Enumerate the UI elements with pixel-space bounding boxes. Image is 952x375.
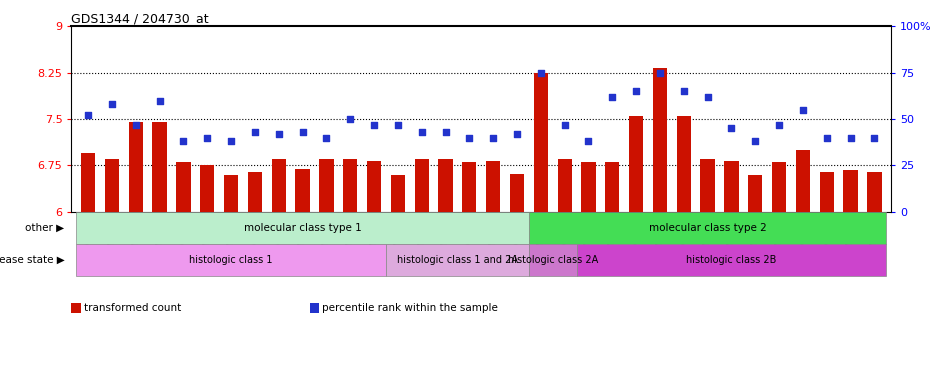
Bar bbox=[486, 161, 500, 212]
Bar bbox=[319, 159, 333, 212]
Point bbox=[247, 129, 262, 135]
Point bbox=[128, 122, 143, 128]
Point bbox=[580, 138, 595, 144]
Point bbox=[556, 122, 571, 128]
Point bbox=[627, 88, 643, 94]
Point bbox=[461, 135, 476, 141]
Bar bbox=[819, 172, 833, 212]
Point bbox=[746, 138, 762, 144]
Bar bbox=[843, 170, 857, 212]
Bar bbox=[386, 244, 528, 276]
Text: histologic class 1 and 2A: histologic class 1 and 2A bbox=[397, 255, 517, 265]
Bar bbox=[414, 159, 428, 212]
Point bbox=[437, 129, 452, 135]
Bar bbox=[605, 162, 619, 212]
Bar bbox=[224, 175, 238, 212]
Bar bbox=[200, 165, 214, 212]
Point bbox=[770, 122, 785, 128]
Bar bbox=[581, 162, 595, 212]
Text: percentile rank within the sample: percentile rank within the sample bbox=[322, 303, 498, 313]
Text: molecular class type 2: molecular class type 2 bbox=[648, 223, 765, 233]
Text: histologic class 1: histologic class 1 bbox=[189, 255, 272, 265]
Bar bbox=[76, 244, 386, 276]
Bar bbox=[367, 161, 381, 212]
Point bbox=[389, 122, 405, 128]
Bar bbox=[533, 73, 547, 212]
Point bbox=[842, 135, 857, 141]
Bar bbox=[866, 172, 881, 212]
Bar bbox=[557, 159, 571, 212]
Bar bbox=[343, 159, 357, 212]
Bar bbox=[652, 68, 666, 212]
Point bbox=[699, 94, 714, 100]
Point bbox=[366, 122, 381, 128]
Bar bbox=[129, 122, 143, 212]
Bar bbox=[528, 244, 576, 276]
Bar bbox=[795, 150, 809, 212]
Bar bbox=[271, 159, 286, 212]
Bar bbox=[628, 116, 643, 212]
Point bbox=[199, 135, 214, 141]
Point bbox=[794, 107, 809, 113]
Point bbox=[80, 112, 95, 118]
Point bbox=[104, 101, 119, 107]
Bar bbox=[509, 174, 524, 212]
Bar bbox=[81, 153, 95, 212]
Point bbox=[413, 129, 428, 135]
Bar bbox=[528, 212, 885, 244]
Bar bbox=[390, 175, 405, 212]
Text: other ▶: other ▶ bbox=[25, 223, 64, 233]
Point bbox=[318, 135, 333, 141]
Bar bbox=[248, 172, 262, 212]
Bar bbox=[700, 159, 714, 212]
Point bbox=[342, 116, 357, 122]
Text: transformed count: transformed count bbox=[84, 303, 181, 313]
Point bbox=[865, 135, 881, 141]
Bar bbox=[152, 122, 167, 212]
Point bbox=[175, 138, 190, 144]
Text: disease state ▶: disease state ▶ bbox=[0, 255, 64, 265]
Bar bbox=[462, 162, 476, 212]
Bar bbox=[724, 161, 738, 212]
Point bbox=[223, 138, 238, 144]
Bar bbox=[771, 162, 785, 212]
Point bbox=[270, 131, 286, 137]
Point bbox=[294, 129, 309, 135]
Text: GDS1344 / 204730_at: GDS1344 / 204730_at bbox=[71, 12, 208, 25]
Point bbox=[604, 94, 619, 100]
Bar bbox=[576, 244, 885, 276]
Bar bbox=[676, 116, 690, 212]
Bar bbox=[747, 175, 762, 212]
Point bbox=[723, 125, 738, 131]
Bar bbox=[295, 169, 309, 212]
Point bbox=[485, 135, 500, 141]
Point bbox=[675, 88, 690, 94]
Text: molecular class type 1: molecular class type 1 bbox=[244, 223, 361, 233]
Point bbox=[151, 98, 168, 104]
Bar bbox=[105, 159, 119, 212]
Bar bbox=[76, 212, 528, 244]
Point bbox=[818, 135, 833, 141]
Point bbox=[651, 70, 666, 76]
Text: histologic class 2B: histologic class 2B bbox=[685, 255, 776, 265]
Bar bbox=[438, 159, 452, 212]
Text: histologic class 2A: histologic class 2A bbox=[507, 255, 597, 265]
Bar bbox=[176, 162, 190, 212]
Point bbox=[532, 70, 547, 76]
Point bbox=[508, 131, 524, 137]
